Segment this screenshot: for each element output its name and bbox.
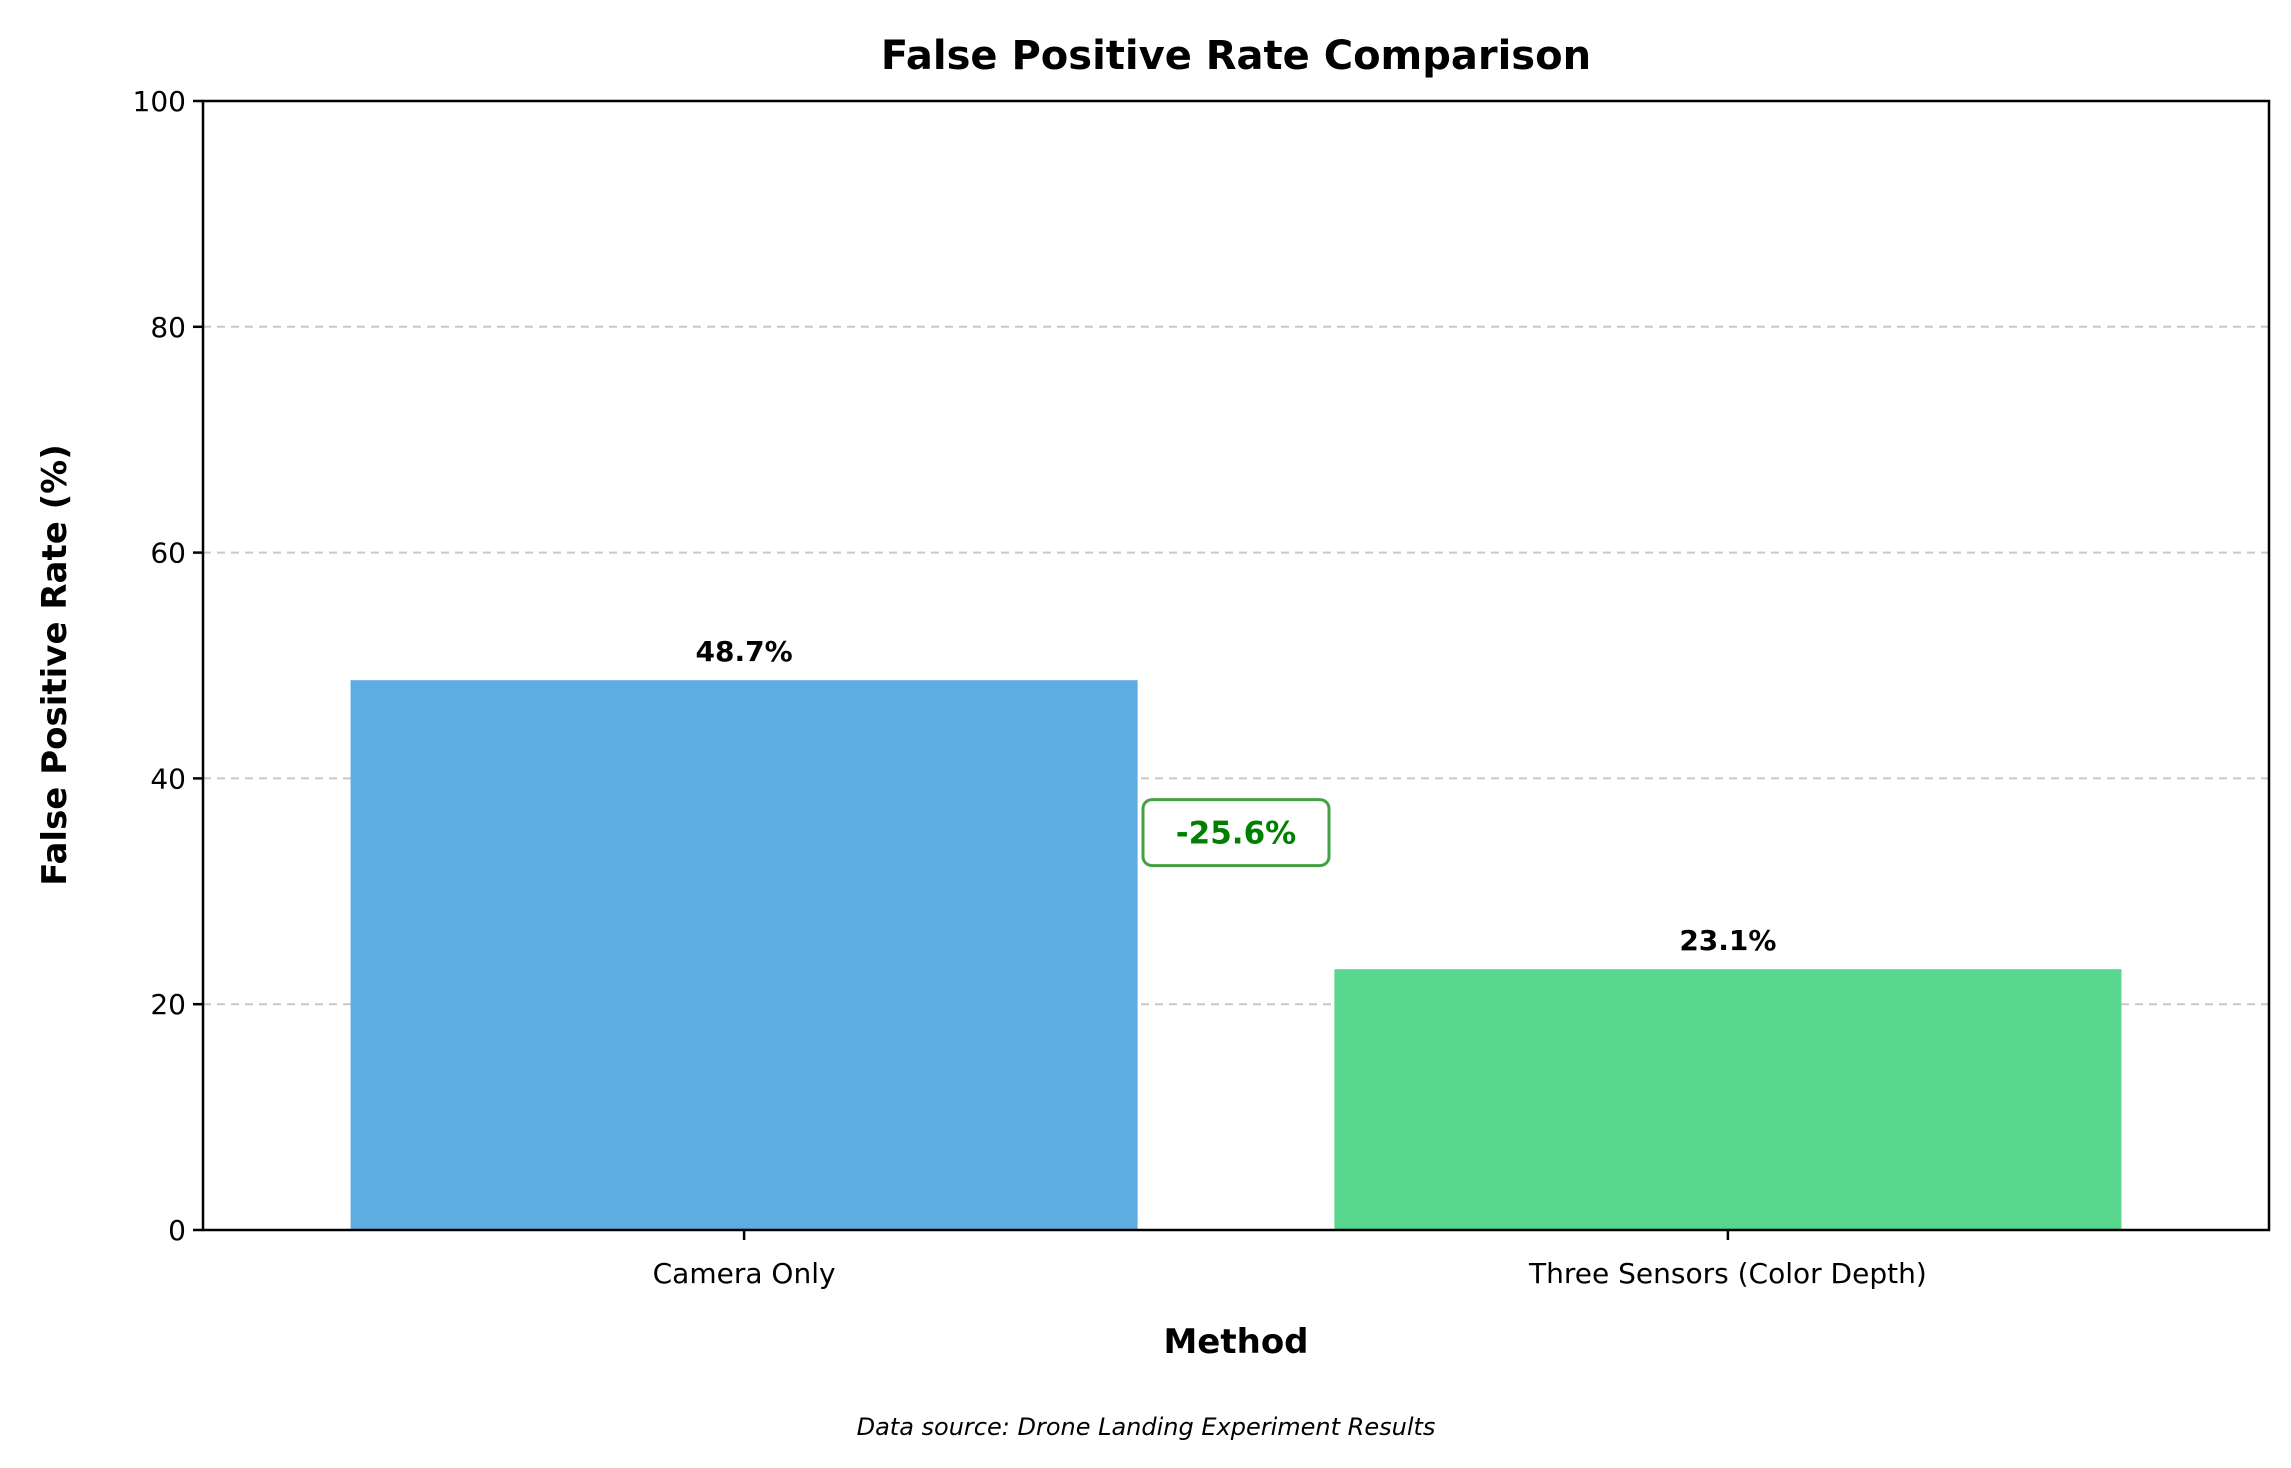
difference-annotation: -25.6% bbox=[1141, 798, 1331, 868]
y-tick-label: 40 bbox=[150, 762, 186, 795]
bar bbox=[350, 680, 1138, 1230]
y-tick-label: 0 bbox=[168, 1214, 186, 1247]
x-tick-label: Three Sensors (Color Depth) bbox=[1528, 1257, 1927, 1290]
y-tick-label: 60 bbox=[150, 537, 186, 570]
y-axis-label: False Positive Rate (%) bbox=[35, 444, 75, 886]
bar-value-label: 23.1% bbox=[1679, 924, 1776, 957]
x-axis-label: Method bbox=[1163, 1322, 1308, 1362]
axis-ticks: 0 20 40 60 80 100 Camera Only Three Sensors (Co… bbox=[133, 85, 1927, 1290]
difference-label: -25.6% bbox=[1176, 816, 1296, 852]
data-source-note: Data source: Drone Landing Experiment Re… bbox=[857, 1413, 1436, 1441]
x-tick-label: Camera Only bbox=[653, 1257, 836, 1290]
plot-frame bbox=[201, 99, 2271, 1232]
value-labels: 48.7% 23.1% bbox=[696, 635, 1777, 957]
y-tick-label: 20 bbox=[150, 988, 186, 1021]
chart-title: False Positive Rate Comparison bbox=[881, 33, 1591, 79]
y-tick-label: 100 bbox=[133, 85, 186, 118]
y-tick-label: 80 bbox=[150, 311, 186, 344]
bars bbox=[350, 680, 2122, 1230]
bar bbox=[1334, 969, 2122, 1230]
difference-badge bbox=[1141, 798, 1331, 868]
bar-value-label: 48.7% bbox=[696, 635, 793, 668]
